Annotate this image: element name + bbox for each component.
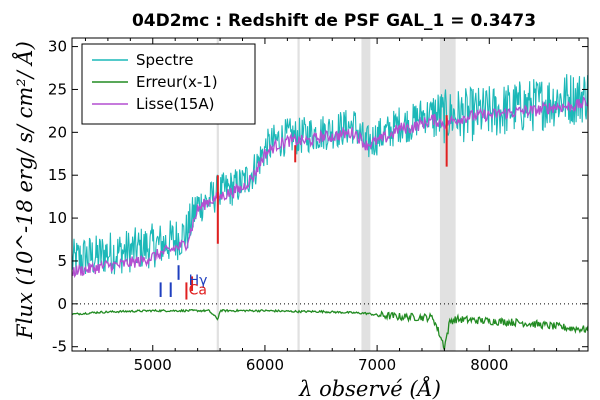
plot-area [72, 74, 588, 351]
y-tick-label-4: 15 [48, 166, 67, 184]
x-tick-label-2: 7000 [358, 356, 396, 374]
series-line-2 [72, 96, 588, 279]
legend: Spectre Erreur(x-1) Lisse(15A) [81, 43, 256, 125]
x-tick-label-3: 8000 [470, 356, 508, 374]
y-tick-label-3: 10 [48, 209, 67, 227]
y-tick-label-7: 30 [48, 38, 67, 56]
x-axis-label: λ observé (Å) [298, 376, 441, 400]
line-label-1: Ca [189, 282, 207, 298]
x-tick-label-1: 6000 [246, 356, 284, 374]
shaded-region-1 [297, 38, 300, 351]
line-label-0: Hγ [189, 273, 208, 289]
axis-ticks: 5000 6000 7000 8000 -5 0 5 10 15 20 25 30 [48, 38, 588, 374]
legend-entry-1: Erreur(x-1) [136, 73, 218, 91]
legend-entry-2: Lisse(15A) [136, 95, 214, 113]
y-tick-label-6: 25 [48, 80, 67, 98]
series-line-1 [72, 308, 588, 351]
plot-frame [71, 37, 589, 352]
y-tick-label-1: 0 [57, 295, 67, 313]
y-tick-label-5: 20 [48, 123, 67, 141]
chart-title: 04D2mc : Redshift de PSF GAL_1 = 0.3473 [132, 11, 536, 31]
shaded-region-2 [361, 38, 371, 351]
shaded-region-3 [439, 38, 456, 351]
y-tick-label-2: 5 [57, 252, 67, 270]
legend-box [81, 43, 256, 125]
y-axis-label: Flux (10^-18 erg/ s/ cm²/ Å) [12, 41, 37, 340]
legend-entry-0: Spectre [136, 51, 193, 69]
series-line-0 [72, 74, 588, 275]
x-tick-label-0: 5000 [134, 356, 172, 374]
y-tick-label-0: -5 [52, 338, 67, 356]
